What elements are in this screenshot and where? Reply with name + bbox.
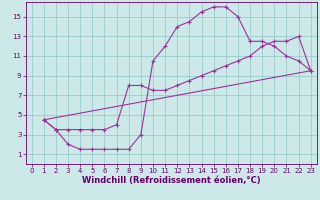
X-axis label: Windchill (Refroidissement éolien,°C): Windchill (Refroidissement éolien,°C) bbox=[82, 176, 260, 185]
